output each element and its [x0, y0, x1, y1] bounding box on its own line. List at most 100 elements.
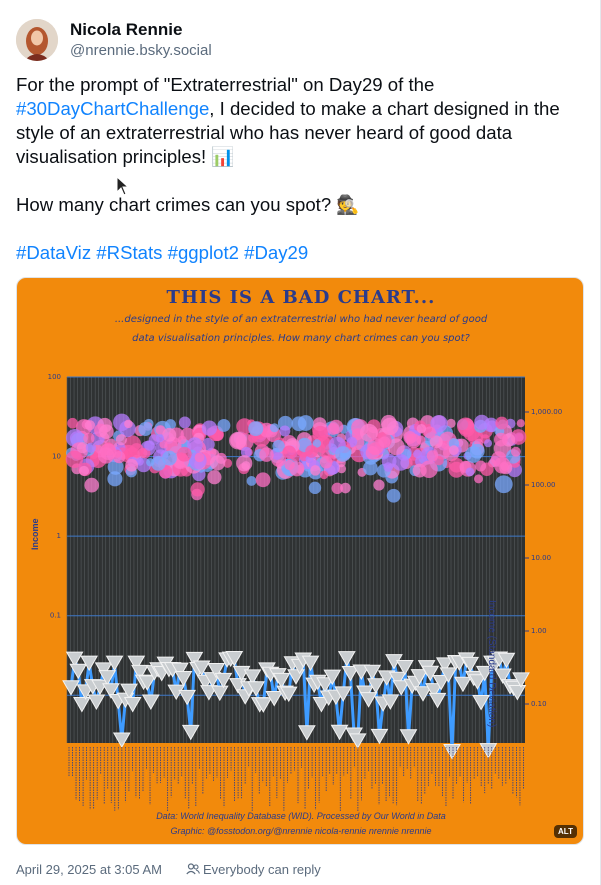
circle-point [465, 467, 475, 477]
y-left-tick: 0.1 [50, 612, 61, 620]
circle-point [289, 461, 305, 477]
hashtag-link[interactable]: #30DayChartChallenge [16, 98, 210, 119]
hashtag-link[interactable]: #Day29 [244, 242, 309, 263]
circle-point [84, 477, 100, 493]
circle-point [331, 482, 343, 495]
hashtag-link[interactable]: #ggplot2 [167, 242, 239, 263]
circle-point [248, 421, 264, 437]
triangle-point [62, 680, 80, 696]
circle-point [138, 422, 153, 437]
circle-point [516, 419, 525, 428]
y-right-tick: 1.00 [531, 627, 547, 635]
chart-subtitle: ...designed in the style of an extraterr… [114, 314, 488, 344]
mouse-pointer-icon [116, 176, 130, 196]
circle-point [328, 419, 344, 435]
circle-point [217, 418, 231, 432]
circle-point [240, 446, 252, 458]
circle-point [310, 465, 321, 476]
circle-point [308, 481, 322, 495]
triangle-point [443, 744, 461, 760]
circle-point [387, 438, 405, 456]
circle-point [420, 460, 438, 478]
circle-point [305, 445, 318, 458]
avatar[interactable] [16, 19, 58, 61]
triangle-point [370, 728, 389, 745]
author-handle[interactable]: @nrennie.bsky.social [70, 42, 212, 59]
triangle-point [207, 663, 226, 679]
author-name[interactable]: Nicola Rennie [70, 20, 183, 39]
circle-point [107, 471, 123, 487]
reply-setting[interactable]: Everybody can reply [186, 862, 321, 877]
circle-point [381, 417, 399, 436]
post-timestamp[interactable]: April 29, 2025 at 3:05 AM [16, 862, 162, 877]
triangle-point [363, 664, 382, 681]
triangle-point [247, 681, 265, 697]
triangle-point [468, 674, 487, 690]
triangle-point [512, 672, 530, 688]
circle-point [115, 434, 127, 446]
triangle-point [185, 651, 204, 668]
triangle-point [432, 675, 451, 691]
triangle-point [352, 664, 371, 681]
circle-point [493, 456, 511, 474]
triangle-point [243, 669, 262, 685]
circle-point [484, 439, 493, 448]
circle-point [340, 482, 351, 494]
circle-point [255, 472, 271, 488]
triangle-point [105, 655, 124, 672]
chart-caption-source: Data: World Inequality Database (WID). P… [156, 811, 446, 821]
triangle-point [396, 660, 414, 676]
triangle-point [399, 729, 418, 745]
triangle-point [80, 655, 99, 672]
triangle-point [102, 683, 120, 699]
triangle-point [366, 678, 385, 694]
circle-point [474, 414, 490, 430]
y-right-tick: 10.00 [531, 554, 551, 562]
circle-point [363, 460, 378, 476]
circle-point [187, 437, 203, 453]
triangle-point [301, 655, 320, 672]
circle-point [151, 456, 166, 471]
circle-point [430, 414, 448, 433]
triangle-point [181, 724, 200, 741]
y-left-tick: 100 [48, 373, 61, 381]
triangle-point [98, 670, 117, 686]
triangle-point [410, 669, 429, 685]
triangle-point [174, 670, 193, 687]
triangle-point [475, 665, 494, 682]
triangle-point [323, 669, 342, 686]
y-right-tick: 1,000.00 [531, 408, 562, 416]
alt-badge[interactable]: ALT [554, 825, 577, 838]
hashtag-link[interactable]: #RStats [96, 242, 163, 263]
post-image[interactable]: THIS IS A BAD CHART... ...designed in th… [16, 277, 584, 845]
triangle-point [341, 665, 360, 682]
triangle-point [454, 676, 472, 693]
triangle-point [225, 651, 244, 667]
circle-point [335, 446, 351, 462]
hashtag-link[interactable]: #DataViz [16, 242, 92, 263]
y-right-tick: 0.10 [531, 700, 547, 708]
circle-point [457, 417, 475, 435]
triangle-point [439, 667, 458, 683]
triangle-point [120, 683, 138, 700]
circle-point [99, 424, 114, 440]
triangle-point [348, 733, 367, 749]
triangle-point [254, 697, 273, 713]
triangle-point [316, 677, 334, 693]
triangle-point [214, 672, 233, 689]
triangle-point [94, 662, 113, 678]
y-axis-right-label: Income (Standard Deviation) [486, 600, 497, 728]
circle-point [386, 488, 401, 503]
chart: 100 10 1 0.1 1,000.00 100.00 10.00 1.00 0.10 [48, 373, 562, 812]
circle-point [282, 445, 297, 460]
triangle-point [131, 664, 149, 681]
triangle-point [69, 663, 88, 680]
triangle-point [298, 725, 316, 741]
triangle-point [138, 675, 157, 691]
triangle-point [414, 686, 432, 702]
y-axis-left-label: Income [30, 518, 40, 550]
circle-point [178, 416, 191, 429]
circle-point [159, 440, 168, 449]
circle-point [319, 455, 333, 469]
